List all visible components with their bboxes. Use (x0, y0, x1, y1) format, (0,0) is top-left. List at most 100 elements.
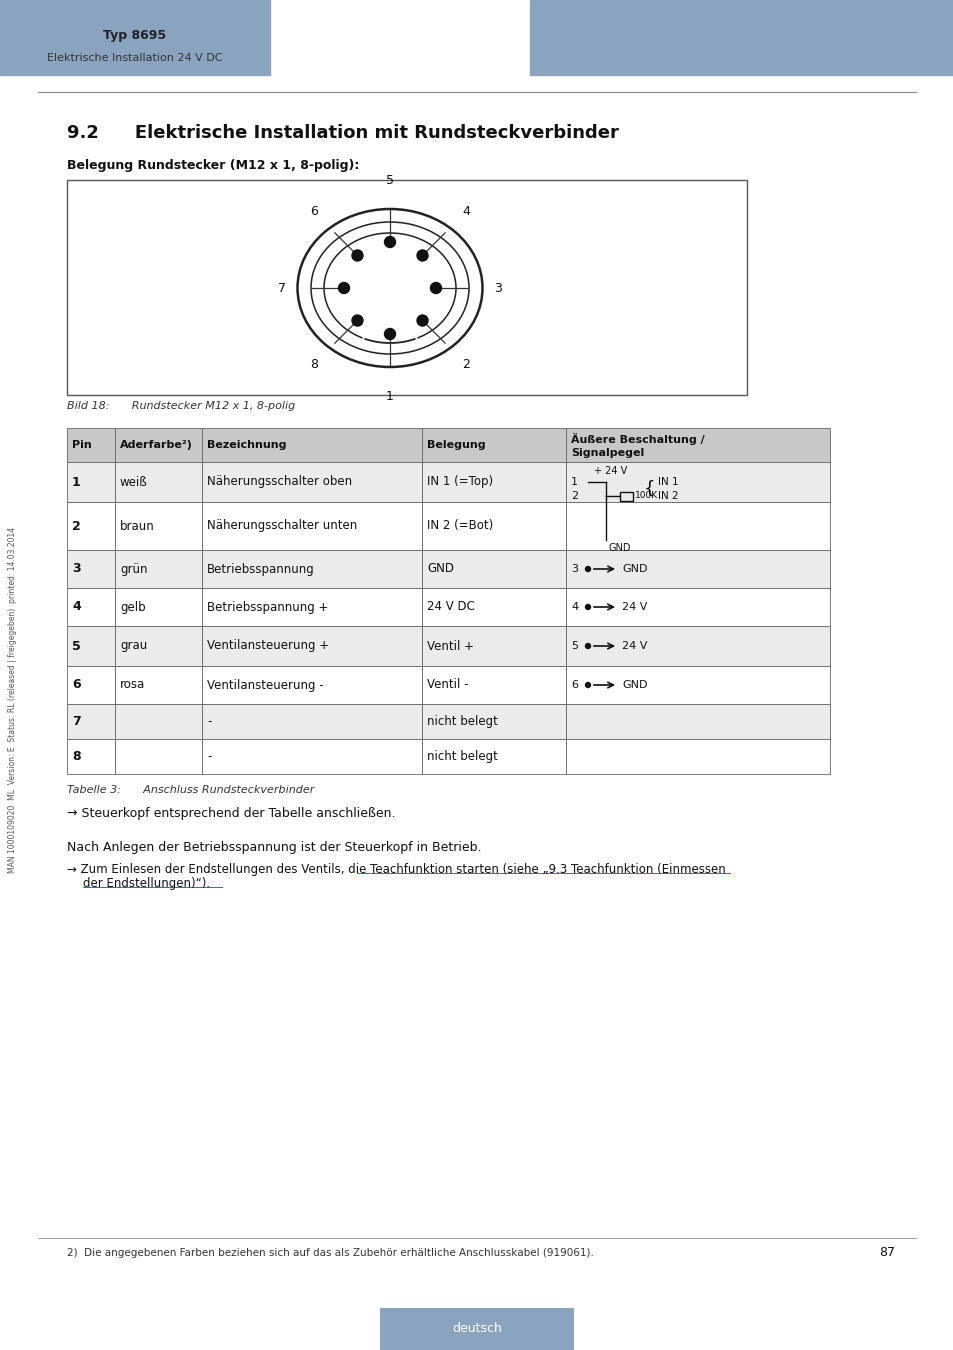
Text: 3: 3 (71, 563, 81, 575)
Bar (565, 428, 829, 462)
Bar (565, 738, 829, 774)
Text: 8: 8 (310, 358, 317, 371)
Circle shape (585, 567, 590, 571)
Text: Bild 18:  Rundstecker M12 x 1, 8-polig: Bild 18: Rundstecker M12 x 1, 8-polig (67, 401, 294, 410)
Text: 5: 5 (386, 174, 394, 186)
Text: bürkert: bürkert (668, 22, 767, 46)
Text: Betriebsspannung: Betriebsspannung (207, 563, 314, 575)
Text: 6: 6 (71, 679, 81, 691)
Text: Äußere Beschaltung /: Äußere Beschaltung / (571, 433, 704, 446)
Text: 1: 1 (386, 390, 394, 402)
Text: der Endstellungen)“).: der Endstellungen)“). (83, 878, 210, 891)
Bar (67, 666, 115, 703)
Text: 87: 87 (878, 1246, 894, 1260)
Text: GND: GND (621, 564, 647, 574)
Bar (421, 549, 565, 589)
Text: GND: GND (427, 563, 454, 575)
Text: 4: 4 (462, 205, 470, 219)
Bar (115, 462, 202, 502)
Text: 1: 1 (571, 477, 578, 487)
Bar (619, 491, 633, 501)
Text: Elektrische Installation 24 V DC: Elektrische Installation 24 V DC (48, 53, 222, 63)
Text: Belegung Rundstecker (M12 x 1, 8-polig):: Belegung Rundstecker (M12 x 1, 8-polig): (67, 159, 359, 173)
Text: Ventil +: Ventil + (427, 640, 474, 652)
Text: Näherungsschalter unten: Näherungsschalter unten (207, 520, 356, 532)
Text: 6: 6 (571, 680, 578, 690)
Text: IN 1: IN 1 (658, 477, 678, 487)
Bar (565, 589, 829, 626)
Bar (202, 502, 421, 549)
Ellipse shape (384, 236, 395, 247)
Text: Betriebsspannung +: Betriebsspannung + (207, 601, 328, 613)
Text: Tabelle 3:  Anschluss Rundsteckverbinder: Tabelle 3: Anschluss Rundsteckverbinder (67, 784, 314, 795)
Bar (202, 589, 421, 626)
Text: → Zum Einlesen der Endstellungen des Ventils, die Teachfunktion starten (siehe „: → Zum Einlesen der Endstellungen des Ven… (67, 864, 725, 876)
Text: Typ 8695: Typ 8695 (103, 28, 167, 42)
Bar (379, 1308, 574, 1350)
Text: IN 2: IN 2 (658, 491, 678, 501)
Text: 9.2  Elektrische Installation mit Rundsteckverbinder: 9.2 Elektrische Installation mit Rundste… (67, 124, 618, 142)
Text: Bezeichnung: Bezeichnung (207, 440, 286, 450)
Circle shape (585, 644, 590, 648)
Circle shape (585, 683, 590, 687)
Bar (565, 502, 829, 549)
Bar (421, 462, 565, 502)
Bar (67, 589, 115, 626)
Text: 3: 3 (571, 564, 578, 574)
Bar (421, 666, 565, 703)
Ellipse shape (352, 250, 362, 261)
Bar (115, 626, 202, 666)
Text: Ventilansteuerung +: Ventilansteuerung + (207, 640, 329, 652)
Text: 100K: 100K (635, 491, 658, 501)
Text: Näherungsschalter oben: Näherungsschalter oben (207, 475, 352, 489)
Text: 2: 2 (571, 491, 578, 501)
Bar (565, 703, 829, 738)
Text: 8: 8 (71, 751, 81, 763)
Bar (202, 549, 421, 589)
Bar (67, 703, 115, 738)
Text: gelb: gelb (120, 601, 146, 613)
Text: GND: GND (608, 543, 631, 554)
Text: 7: 7 (71, 716, 81, 728)
Text: nicht belegt: nicht belegt (427, 751, 497, 763)
Ellipse shape (352, 315, 362, 327)
Bar (115, 703, 202, 738)
Bar (115, 428, 202, 462)
Bar (67, 180, 746, 396)
Text: -: - (207, 751, 212, 763)
Bar (565, 462, 829, 502)
Bar (67, 428, 115, 462)
Ellipse shape (430, 282, 441, 293)
Text: nicht belegt: nicht belegt (427, 716, 497, 728)
Text: 2)  Die angegebenen Farben beziehen sich auf das als Zubehör erhältliche Anschlu: 2) Die angegebenen Farben beziehen sich … (67, 1247, 594, 1258)
Text: 1: 1 (71, 475, 81, 489)
Text: 4: 4 (571, 602, 578, 612)
Text: grün: grün (120, 563, 148, 575)
Text: {: { (643, 481, 655, 498)
Text: 5: 5 (71, 640, 81, 652)
Text: rosa: rosa (120, 679, 145, 691)
Bar (115, 589, 202, 626)
Bar (421, 589, 565, 626)
Bar (67, 502, 115, 549)
Text: 2: 2 (462, 358, 470, 371)
Bar (115, 738, 202, 774)
Text: 24 V: 24 V (621, 641, 647, 651)
Bar (67, 462, 115, 502)
Bar (202, 626, 421, 666)
Bar (67, 626, 115, 666)
Text: Ventil -: Ventil - (427, 679, 468, 691)
Bar (421, 738, 565, 774)
Text: 4: 4 (71, 601, 81, 613)
Text: deutsch: deutsch (452, 1323, 501, 1335)
Bar (202, 666, 421, 703)
Text: MAN 1000109020  ML  Version: E  Status: RL (released | freigegeben)  printed: 14: MAN 1000109020 ML Version: E Status: RL … (9, 526, 17, 873)
Text: Aderfarbe²): Aderfarbe²) (120, 440, 193, 450)
Ellipse shape (384, 328, 395, 339)
Ellipse shape (338, 282, 349, 293)
Bar (202, 428, 421, 462)
Bar (421, 428, 565, 462)
Text: IN 1 (=Top): IN 1 (=Top) (427, 475, 493, 489)
Text: Belegung: Belegung (427, 440, 485, 450)
Text: 3: 3 (494, 282, 501, 294)
